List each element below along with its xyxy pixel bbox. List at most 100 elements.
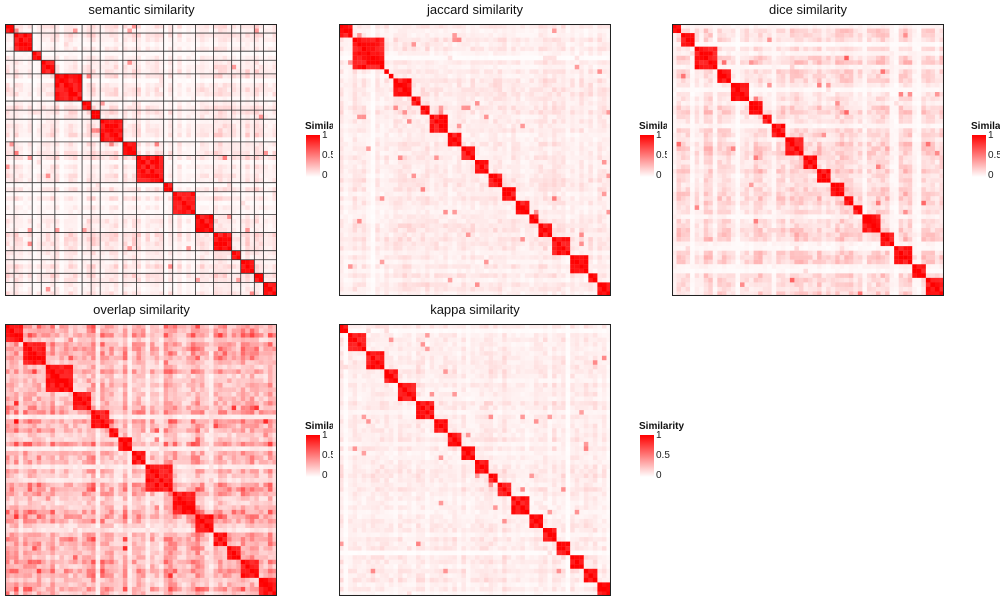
heatmap-cell [23, 73, 28, 79]
heatmap-cell [393, 60, 399, 65]
heatmap-cell [222, 146, 228, 152]
heatmap-cell [36, 150, 42, 156]
heatmap-cell [154, 42, 160, 47]
heatmap-cell [41, 223, 46, 229]
heatmap-cell [475, 69, 480, 75]
heatmap-cell [438, 46, 444, 52]
legend-title: Similarity [305, 121, 333, 132]
heatmap-cell [258, 164, 264, 170]
heatmap-cell [63, 173, 69, 179]
heatmap-cell [77, 277, 83, 283]
heatmap-cell [227, 73, 232, 79]
heatmap-cell [388, 46, 394, 52]
heatmap-cell [68, 92, 74, 97]
heatmap-cell [222, 82, 228, 88]
heatmap-cell [68, 232, 74, 238]
heatmap-cell [177, 150, 182, 156]
heatmap-cell [357, 24, 362, 29]
heatmap-cell [416, 92, 421, 97]
heatmap-cell [181, 73, 187, 79]
heatmap-cell [172, 46, 178, 52]
heatmap-cell [127, 160, 133, 165]
heatmap-cell [456, 33, 462, 38]
heatmap-cell [240, 241, 246, 247]
heatmap-cell [82, 51, 87, 56]
heatmap-cell [36, 33, 42, 38]
heatmap-cell [163, 69, 169, 75]
heatmap-cell [145, 286, 151, 292]
heatmap-cell [154, 187, 160, 192]
heatmap-cell [606, 73, 611, 79]
heatmap-cell [118, 132, 124, 138]
heatmap-cell [370, 78, 376, 84]
heatmap-cell [82, 33, 87, 38]
heatmap-cell [190, 37, 196, 43]
heatmap-cell [267, 246, 273, 251]
heatmap-cell [470, 51, 476, 56]
heatmap-cell [236, 259, 241, 265]
heatmap-cell [249, 101, 255, 106]
heatmap-cell [254, 268, 260, 274]
heatmap-cell [109, 286, 114, 292]
legend-colorbar [306, 135, 320, 177]
heatmap-cell [95, 82, 101, 88]
heatmap-cell [213, 105, 219, 111]
heatmap-cell [181, 155, 187, 161]
heatmap-cell [18, 155, 24, 161]
heatmap-cell [231, 114, 237, 120]
heatmap-cell [122, 69, 128, 75]
heatmap-cell [267, 291, 273, 296]
heatmap-cell [263, 37, 269, 43]
heatmap-cell [520, 51, 526, 56]
heatmap-cell [32, 46, 37, 52]
heatmap-cell [561, 37, 566, 43]
heatmap-cell [520, 42, 526, 47]
heatmap-cell [556, 24, 562, 29]
heatmap-cell [41, 82, 46, 88]
heatmap-cell [249, 87, 255, 93]
heatmap-cell [63, 191, 69, 197]
heatmap-cell [145, 73, 151, 79]
heatmap-cell [209, 110, 214, 115]
heatmap-cell [402, 51, 408, 56]
heatmap-cell [27, 132, 33, 138]
heatmap-cell [438, 42, 444, 47]
heatmap-cell [267, 114, 273, 120]
heatmap-cell [127, 64, 133, 70]
heatmap-cell [547, 28, 553, 34]
heatmap-cell [343, 46, 349, 52]
heatmap-cell [118, 114, 124, 120]
heatmap-cell [36, 132, 42, 138]
heatmap-cell [77, 24, 83, 29]
heatmap-cell [27, 92, 33, 97]
heatmap-cell [113, 200, 119, 206]
heatmap-cell [213, 60, 219, 65]
heatmap-cell [86, 51, 92, 56]
heatmap-cell [204, 160, 210, 165]
heatmap-cell [218, 33, 223, 38]
heatmap-cell [258, 132, 264, 138]
heatmap-cell [50, 128, 56, 133]
heatmap-cell [267, 268, 273, 274]
heatmap-cell [361, 73, 367, 79]
heatmap-cell [41, 277, 46, 283]
heatmap-cell [23, 155, 28, 161]
heatmap-cell [452, 82, 458, 88]
heatmap-cell [122, 250, 128, 256]
heatmap-cell [425, 101, 430, 106]
heatmap-cell [245, 123, 250, 129]
heatmap-cell [258, 123, 264, 129]
heatmap-cell [484, 64, 489, 70]
heatmap-cell [50, 268, 56, 274]
heatmap-cell [543, 24, 548, 29]
heatmap-cell [190, 110, 196, 115]
heatmap-cell [393, 28, 399, 34]
heatmap-cell [45, 205, 51, 211]
heatmap-cell [245, 73, 250, 79]
heatmap-cell [222, 228, 228, 233]
heatmap-cell [366, 96, 371, 102]
heatmap-cell [574, 55, 580, 61]
heatmap-cell [606, 92, 611, 97]
heatmap-cell [222, 169, 228, 174]
heatmap-cell [172, 155, 178, 161]
